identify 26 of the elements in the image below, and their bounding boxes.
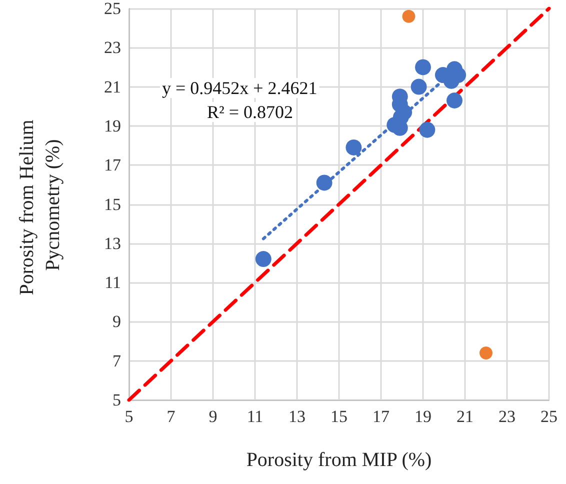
y-axis-title: Porosity from Helium Pycnometry (%) [16,114,64,296]
x-tick-label: 5 [124,407,134,426]
y-tick-label: 21 [104,77,121,96]
y-tick-label: 13 [104,234,121,253]
y-tick-label: 9 [112,312,121,332]
x-tick-label: 7 [166,407,176,426]
x-tick-label: 19 [414,407,432,426]
y-tick-label: 11 [104,273,121,292]
y-tick-label: 7 [112,351,122,370]
y-tick-label: 5 [112,390,121,410]
x-axis-title: Porosity from MIP (%) [246,449,432,471]
annotation: y = 0.9452x + 2.4621 [162,78,318,98]
annotation: R² = 0.8702 [207,102,294,122]
y-tick-label: 17 [104,156,122,175]
x-tick-label: 23 [498,407,516,426]
x-tick-label: 21 [456,407,474,426]
y-tick-label: 15 [104,194,121,214]
y-tick-label: 23 [104,38,121,58]
x-tick-label: 15 [330,407,348,426]
x-tick-label: 17 [372,407,390,426]
x-tick-label: 9 [208,407,218,426]
y-tick-label: 25 [104,0,121,18]
x-tick-label: 11 [246,407,264,426]
x-tick-label: 13 [288,407,306,426]
y-tick-label: 19 [104,116,121,136]
x-tick-label: 25 [540,407,558,426]
